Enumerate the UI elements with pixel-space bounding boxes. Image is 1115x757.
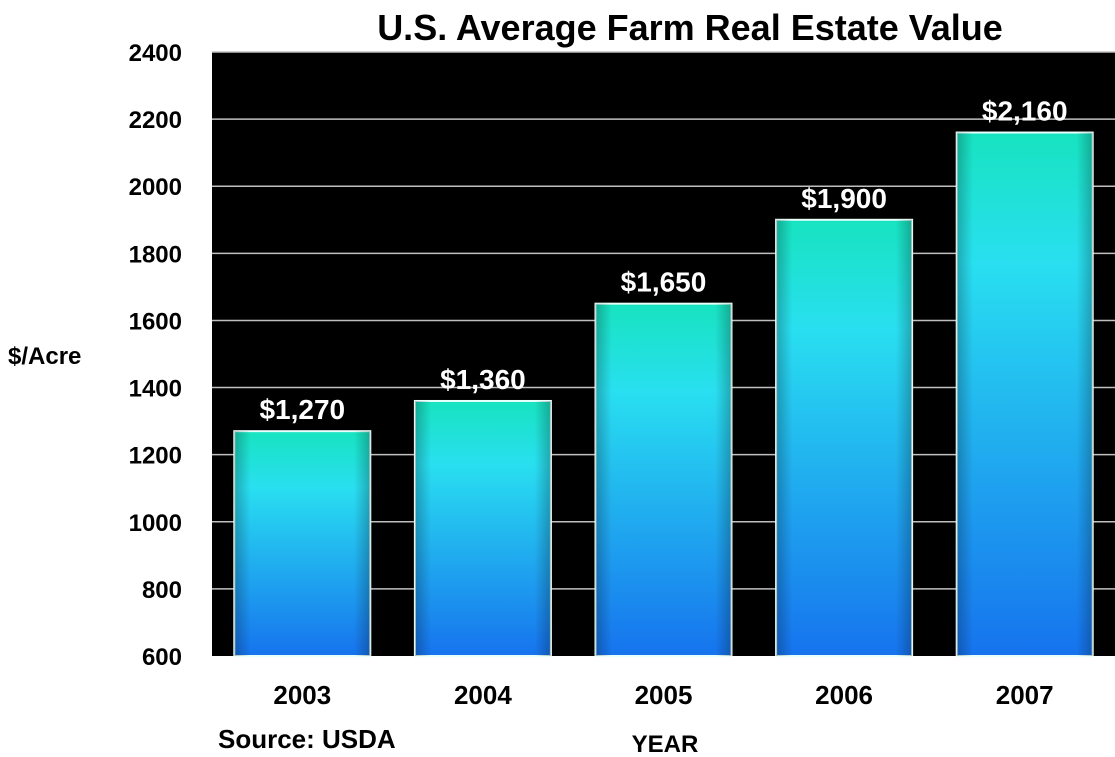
bars: $1,270 $1,360 $1,650 $1,900 $2,160 <box>233 96 1094 658</box>
bar-shading <box>234 431 371 656</box>
y-tick-label: 600 <box>142 644 182 671</box>
chart-title: U.S. Average Farm Real Estate Value <box>377 7 1003 48</box>
data-label-2007: $2,160 <box>982 96 1068 127</box>
y-tick-label: 2400 <box>129 40 182 67</box>
source-note: Source: USDA <box>218 724 396 754</box>
data-label-2005: $1,650 <box>621 267 707 298</box>
bar-shading <box>595 303 732 656</box>
data-label-2003: $1,270 <box>259 394 345 425</box>
y-tick-label: 2000 <box>129 174 182 201</box>
y-tick-labels: 600 800 1000 1200 1400 1600 1800 2000 2200 2400 <box>129 40 182 671</box>
x-tick-label: 2007 <box>996 680 1054 710</box>
y-tick-label: 800 <box>142 577 182 604</box>
y-axis-label: $/Acre <box>8 343 81 370</box>
x-tick-label: 2003 <box>273 680 331 710</box>
y-tick-label: 1600 <box>129 308 182 335</box>
bar-shading <box>414 400 551 656</box>
y-tick-label: 1800 <box>129 241 182 268</box>
x-tick-label: 2005 <box>635 680 693 710</box>
y-tick-label: 1000 <box>129 510 182 537</box>
x-tick-labels: 2003 2004 2005 2006 2007 <box>273 680 1053 710</box>
data-label-2006: $1,900 <box>801 183 887 214</box>
y-tick-label: 2200 <box>129 107 182 134</box>
y-tick-label: 1200 <box>129 443 182 470</box>
x-axis-label: YEAR <box>632 731 699 757</box>
data-label-2004: $1,360 <box>440 364 526 395</box>
x-tick-label: 2006 <box>815 680 873 710</box>
y-tick-label: 1400 <box>129 376 182 403</box>
bar-shading <box>776 219 913 656</box>
bar-shading <box>956 132 1093 657</box>
x-tick-label: 2004 <box>454 680 512 710</box>
